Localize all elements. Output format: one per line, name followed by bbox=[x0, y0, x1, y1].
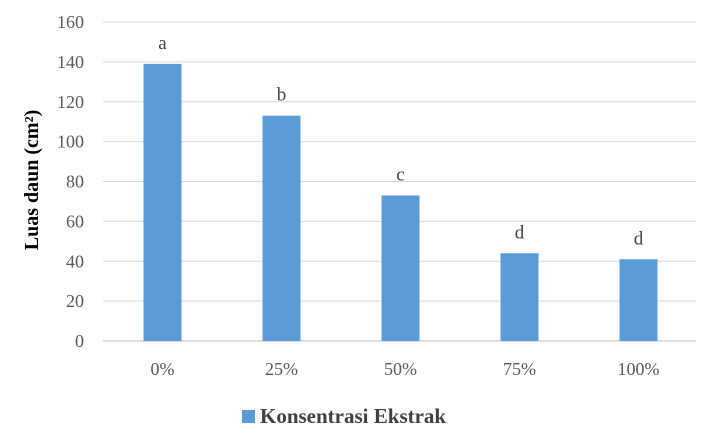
y-tick-label: 20 bbox=[66, 291, 84, 311]
x-tick-label: 0% bbox=[151, 359, 175, 379]
bar bbox=[619, 259, 658, 341]
x-axis-ticks: 0% 25% 50% 75% 100% bbox=[151, 359, 660, 379]
bars bbox=[143, 63, 658, 342]
y-tick-label: 160 bbox=[57, 12, 84, 32]
bar bbox=[500, 253, 539, 341]
x-tick-label: 25% bbox=[265, 359, 298, 379]
x-tick-label: 100% bbox=[618, 359, 660, 379]
y-tick-label: 40 bbox=[66, 251, 84, 271]
bar bbox=[143, 63, 182, 342]
legend: Konsentrasi Ekstrak bbox=[242, 404, 446, 428]
y-axis-ticks: 0 20 40 60 80 100 120 140 160 bbox=[57, 12, 84, 351]
x-tick-label: 75% bbox=[503, 359, 536, 379]
data-labels: a b c d d bbox=[158, 33, 643, 249]
bar bbox=[262, 115, 301, 341]
legend-label: Konsentrasi Ekstrak bbox=[260, 404, 446, 428]
bar bbox=[381, 195, 420, 341]
gridlines bbox=[103, 21, 696, 342]
data-label: b bbox=[277, 85, 287, 106]
data-label: c bbox=[396, 164, 404, 185]
legend-swatch bbox=[242, 410, 255, 423]
y-tick-label: 140 bbox=[57, 52, 84, 72]
data-label: d bbox=[634, 228, 644, 249]
y-tick-label: 100 bbox=[57, 132, 84, 152]
y-tick-label: 60 bbox=[66, 211, 84, 231]
x-tick-label: 50% bbox=[384, 359, 417, 379]
y-axis-title: Luas daun (cm²) bbox=[21, 110, 43, 250]
data-label: a bbox=[158, 33, 167, 54]
y-tick-label: 0 bbox=[75, 331, 84, 351]
data-label: d bbox=[515, 222, 525, 243]
y-tick-label: 120 bbox=[57, 92, 84, 112]
y-tick-label: 80 bbox=[66, 172, 84, 192]
